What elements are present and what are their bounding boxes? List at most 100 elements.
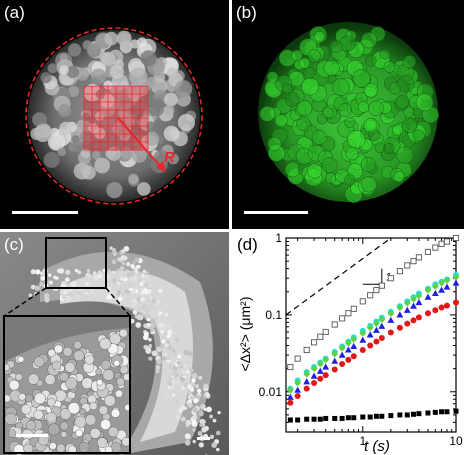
particle (115, 389, 123, 398)
particle (150, 318, 156, 323)
particle (134, 257, 140, 263)
data-point-blue-triangle (331, 357, 339, 364)
particle (191, 420, 198, 427)
particle (175, 337, 180, 342)
particle (65, 269, 71, 275)
data-point-red-circle (331, 366, 338, 373)
data-point-open-square (359, 298, 366, 305)
particle (47, 397, 56, 407)
particle (314, 31, 325, 42)
particle (165, 354, 171, 361)
particle (301, 77, 320, 96)
data-point-blue-triangle (396, 311, 404, 318)
particle (191, 378, 196, 383)
particle (43, 293, 50, 299)
data-point-black-square (345, 415, 351, 421)
particle (321, 156, 338, 174)
particle (59, 421, 69, 431)
particle (151, 298, 157, 304)
data-point-open-square (322, 328, 329, 336)
particle (70, 281, 77, 287)
particle (102, 369, 115, 381)
particle (104, 31, 119, 46)
particle (360, 156, 376, 173)
data-point-red-circle (410, 317, 417, 324)
radius-arrow (117, 117, 163, 169)
particle (130, 264, 135, 269)
particle (76, 295, 81, 299)
particle (176, 360, 181, 365)
data-point-green-diamond (366, 324, 374, 332)
particle (85, 272, 91, 279)
zoom-region-box (45, 237, 107, 289)
data-point-red-circle (350, 353, 357, 360)
particle (4, 412, 17, 426)
particle (177, 113, 195, 132)
particle (162, 356, 167, 361)
particle (199, 418, 206, 425)
particle (395, 95, 410, 109)
particle (32, 112, 47, 127)
particle (91, 150, 101, 160)
particle (174, 80, 193, 98)
panel-a: R (a) (0, 0, 229, 229)
particle (80, 148, 91, 159)
particle (345, 146, 359, 161)
data-point-blue-triangle (344, 346, 352, 353)
particle (155, 365, 161, 370)
particle (88, 43, 100, 55)
particle (17, 356, 25, 363)
data-point-black-square (388, 413, 394, 419)
data-point-open-square (339, 315, 346, 322)
data-point-blue-triangle (431, 289, 439, 297)
particle (47, 423, 61, 436)
particle (193, 398, 199, 404)
particle (106, 294, 112, 300)
data-point-green-diamond (359, 329, 367, 337)
particle (15, 373, 23, 381)
data-point-blue-triangle (316, 367, 324, 374)
particle (49, 280, 53, 285)
data-point-blue-triangle (366, 331, 374, 338)
particle (117, 257, 121, 262)
particle (110, 442, 122, 454)
slope-triangle (362, 268, 383, 285)
particle (181, 370, 186, 375)
radius-label: R (164, 149, 175, 166)
particle (284, 161, 301, 178)
particle (192, 439, 196, 444)
particle (89, 427, 101, 439)
data-point-open-square (373, 287, 380, 294)
particle (156, 346, 162, 352)
particle (344, 174, 356, 186)
particle (167, 324, 171, 329)
particle (107, 426, 119, 438)
y-tick-label: 1 (275, 232, 282, 245)
particle (119, 266, 125, 271)
particle (34, 285, 41, 291)
particle (396, 146, 414, 164)
data-point-blue-triangle (359, 336, 367, 343)
data-point-red-circle (396, 324, 403, 331)
particle (65, 277, 70, 283)
particle (96, 437, 108, 448)
data-point-open-square (410, 258, 417, 265)
particle (158, 288, 163, 294)
particle (187, 384, 192, 389)
particle (174, 345, 180, 352)
particle (131, 289, 137, 294)
particle (352, 69, 371, 88)
data-point-green-diamond (396, 304, 404, 312)
particle (199, 423, 203, 427)
data-point-open-square (287, 363, 294, 371)
particle (89, 288, 95, 294)
particle (167, 376, 174, 382)
particle (363, 82, 379, 98)
particle (192, 428, 196, 432)
data-point-black-square (323, 415, 329, 421)
particle (171, 372, 176, 376)
particle (95, 368, 103, 376)
particle (120, 292, 126, 297)
data-point-red-circle (359, 346, 366, 353)
data-point-open-square (367, 292, 374, 299)
